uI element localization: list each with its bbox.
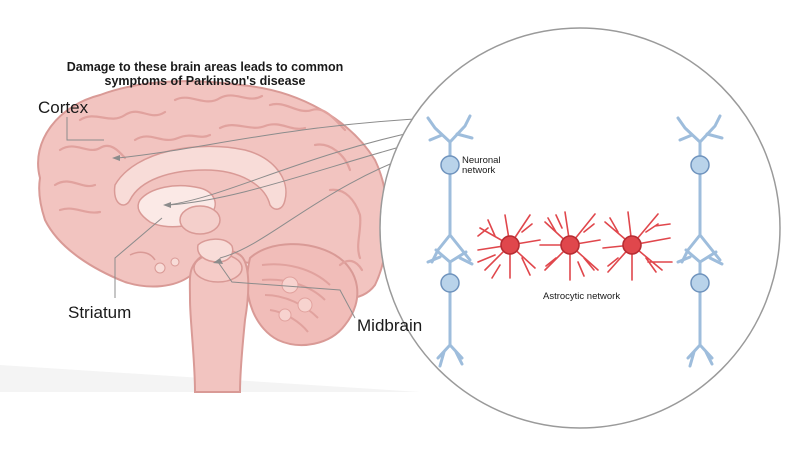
astrocyte-3 xyxy=(602,211,673,281)
neuron-left-top xyxy=(426,114,474,264)
label-neuronal-network: Neuronal network xyxy=(462,156,501,176)
label-striatum: Striatum xyxy=(68,303,132,322)
title-line-2: symptoms of Parkinson's disease xyxy=(104,74,306,88)
brain-cerebellum xyxy=(246,243,359,346)
brainstem xyxy=(188,248,250,393)
diagram-title: Damage to these brain areas leads to com… xyxy=(40,60,370,88)
striatum-arrow-2 xyxy=(167,137,433,206)
corpus-callosum xyxy=(113,145,287,210)
striatum-leader-line xyxy=(114,217,163,298)
neuron-right-bottom xyxy=(676,248,724,368)
title-line-1: Damage to these brain areas leads to com… xyxy=(66,60,344,74)
thalamus-region xyxy=(179,205,221,235)
label-cortex: Cortex xyxy=(38,98,89,117)
inset-circle xyxy=(379,27,781,429)
cortex-leader-line xyxy=(66,117,104,141)
astrocyte-2 xyxy=(539,211,601,281)
midbrain-region xyxy=(197,238,234,263)
astrocyte-1 xyxy=(477,214,541,279)
astrocytic-network xyxy=(477,211,673,281)
neuron-left-bottom xyxy=(426,248,474,368)
neuronal-network xyxy=(426,114,724,368)
label-astrocytic-network: Astrocytic network xyxy=(543,291,621,302)
label-midbrain: Midbrain xyxy=(357,316,423,335)
neuron-right-top xyxy=(676,114,724,264)
label-neuronal-line-2: network xyxy=(462,165,496,176)
striatum-arrow xyxy=(167,127,433,206)
label-neuronal-line-1: Neuronal xyxy=(462,155,501,166)
brain-illustration xyxy=(0,80,420,393)
midbrain-leader-line xyxy=(217,261,356,319)
cortex-arrow xyxy=(116,117,433,159)
